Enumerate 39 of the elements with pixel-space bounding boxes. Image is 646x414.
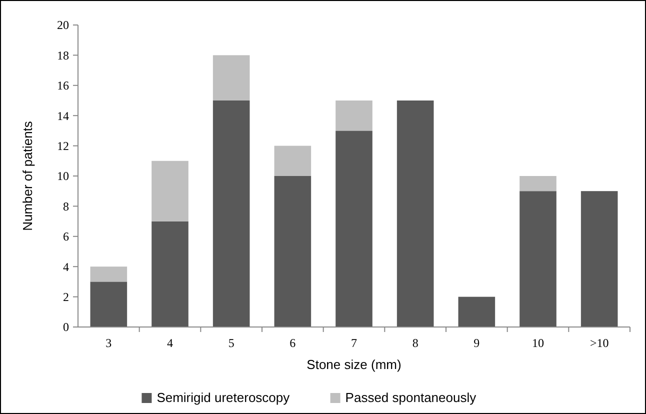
bar [580,191,618,327]
y-tick-label: 20 [57,18,69,32]
y-axis-title: Number of patients [20,120,35,231]
legend-label: Semirigid ureteroscopy [156,390,290,405]
bar [458,296,496,327]
x-tick-label: 4 [167,336,173,350]
x-tick-label: 7 [351,336,357,350]
y-tick-label: 2 [63,290,69,304]
x-tick-label: 3 [106,336,112,350]
x-tick-label: 9 [474,336,480,350]
bar [336,130,372,327]
y-tick-label: 6 [63,230,69,244]
bar [336,100,372,131]
bar [274,176,312,327]
x-axis-title: Stone size (mm) [306,357,402,372]
bar [520,176,556,192]
y-tick-label: 18 [57,48,69,62]
y-tick-label: 10 [57,169,69,184]
bar [396,100,434,327]
y-tick-label: 16 [57,78,69,93]
y-tick-label: 12 [57,139,69,153]
y-tick-label: 0 [63,320,69,334]
bar [274,146,312,176]
y-tick-label: 8 [63,199,69,214]
bar [90,282,128,327]
y-tick-label: 4 [63,260,69,274]
y-tick-label: 14 [57,108,69,123]
bar [152,160,188,222]
x-tick-label: 6 [290,336,296,350]
x-tick-label: 8 [412,336,418,350]
bar [212,100,250,327]
bar [520,191,556,327]
bar [212,55,250,100]
x-tick-label: 10 [532,336,544,350]
x-tick-label: 5 [228,336,234,350]
x-tick-label: >10 [590,336,609,350]
legend-label: Passed spontaneously [345,390,477,405]
bar [90,266,128,282]
bar [152,221,188,327]
